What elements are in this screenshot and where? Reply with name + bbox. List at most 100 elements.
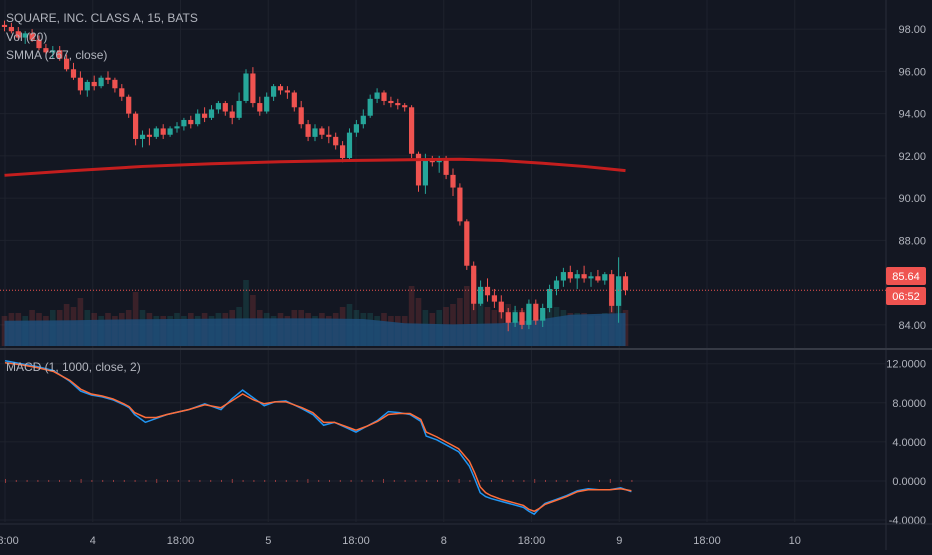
- candle-body: [533, 303, 539, 321]
- macd-histogram-bar: [458, 478, 460, 483]
- macd-histogram-bar: [383, 478, 384, 483]
- macd-histogram-bar: [307, 478, 309, 483]
- macd-histogram-bar: [69, 479, 71, 482]
- candle-body: [547, 288, 553, 308]
- macd-histogram-bar: [102, 479, 104, 482]
- candle-body: [174, 126, 180, 129]
- price-tick-label: 88.00: [898, 235, 926, 247]
- macd-histogram-bar: [264, 479, 266, 482]
- candle-body: [291, 92, 297, 108]
- symbol-title[interactable]: SQUARE, INC. CLASS A, 15, BATS: [6, 11, 198, 25]
- volume-legend[interactable]: Vol (20): [6, 30, 47, 44]
- candle-body: [133, 113, 139, 139]
- volume-bar: [477, 298, 484, 346]
- candle-body: [560, 272, 566, 281]
- candle-body: [471, 265, 477, 304]
- candle-body: [588, 276, 594, 279]
- candle-body: [574, 274, 580, 279]
- candle-body: [202, 113, 208, 118]
- candle-body: [602, 274, 608, 281]
- candle-body: [188, 119, 194, 125]
- macd-histogram-bar: [296, 479, 298, 482]
- candle-body: [429, 160, 435, 163]
- macd-histogram-bar: [5, 478, 6, 483]
- volume-bar: [243, 280, 249, 346]
- macd-histogram-bar: [631, 479, 633, 482]
- time-tick-label: 18:00: [342, 535, 370, 547]
- candle-body: [450, 174, 456, 188]
- candle-body: [609, 274, 615, 306]
- candle-body: [319, 128, 325, 135]
- macd-histogram-bar: [329, 479, 330, 482]
- smma-legend[interactable]: SMMA (267, close): [6, 48, 107, 62]
- volume-bar: [408, 286, 415, 346]
- candle-body: [105, 77, 111, 80]
- macd-histogram-bar: [491, 479, 492, 482]
- candle-body: [153, 128, 159, 137]
- price-tick-label: 96.00: [898, 66, 926, 78]
- time-tick-label: 5: [265, 535, 271, 547]
- candle-body: [1, 24, 8, 28]
- candle-body: [360, 115, 366, 125]
- candle-body: [208, 109, 215, 118]
- macd-histogram-bar: [426, 479, 428, 482]
- price-tick-label: 94.00: [898, 109, 926, 121]
- macd-tick-label: 8.0000: [892, 398, 926, 410]
- candle-body: [126, 96, 132, 114]
- candle-body: [581, 274, 587, 279]
- candle-body: [381, 92, 387, 101]
- macd-histogram-bar: [167, 479, 168, 482]
- candle-body: [139, 134, 146, 139]
- macd-histogram-bar: [134, 479, 136, 482]
- macd-histogram-bar: [545, 479, 546, 482]
- time-tick-label: 4: [90, 535, 96, 547]
- price-tick-label: 90.00: [898, 193, 926, 205]
- macd-histogram-bar: [437, 479, 438, 482]
- macd-histogram-bar: [231, 478, 233, 483]
- candle-body: [70, 69, 77, 78]
- price-tick-label: 84.00: [898, 320, 926, 332]
- candle-body: [112, 79, 118, 89]
- macd-histogram-bar: [566, 479, 568, 482]
- grid-lines: [0, 0, 886, 522]
- macd-legend[interactable]: MACD (1, 1000, close, 2): [6, 360, 141, 374]
- macd-histogram-bar: [59, 479, 60, 482]
- macd-histogram-bar: [361, 479, 363, 482]
- candle-body: [146, 134, 152, 137]
- macd-histogram-bar: [393, 479, 395, 482]
- candle-body: [236, 100, 242, 118]
- candle-body: [457, 187, 463, 222]
- time-tick-label: 8: [441, 535, 447, 547]
- candle-body: [271, 86, 277, 97]
- macd-histogram-bar: [534, 478, 536, 483]
- candle-body: [512, 312, 518, 323]
- macd-tick-label: 12.0000: [886, 359, 926, 371]
- candle-body: [616, 276, 622, 306]
- volume-bar: [464, 286, 470, 346]
- candle-body: [257, 103, 263, 112]
- candle-body: [491, 295, 497, 302]
- candle-body: [553, 280, 560, 289]
- macd-histogram-bar: [91, 479, 93, 482]
- macd-histogram-bar: [588, 479, 590, 482]
- candle-body: [402, 105, 408, 108]
- candle-body: [64, 58, 70, 70]
- macd-histogram-bar: [599, 479, 600, 482]
- candle-body: [222, 103, 228, 112]
- candle-body: [333, 136, 339, 146]
- candle-body: [284, 90, 290, 93]
- candle-body: [374, 92, 380, 99]
- smma-path: [4, 157, 626, 177]
- macd-histogram-bar: [555, 479, 557, 482]
- candle-body: [540, 307, 546, 321]
- candle-body: [484, 286, 491, 296]
- time-tick-label: 18:00: [693, 535, 721, 547]
- macd-tick-label: -4.0000: [889, 515, 926, 527]
- candle-body: [8, 27, 14, 32]
- price-tick-label: 98.00: [898, 24, 926, 36]
- candle-body: [353, 124, 359, 133]
- macd-histogram-bar: [26, 479, 28, 482]
- macd-histogram-bar: [501, 479, 503, 482]
